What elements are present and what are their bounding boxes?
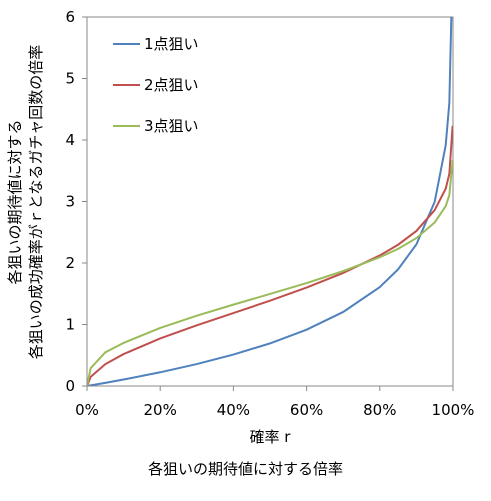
legend-item-2: 2点狙い <box>113 76 199 94</box>
x-tick-label: 20% <box>144 401 177 419</box>
figure-caption: 各狙いの期待値に対する倍率 <box>147 460 343 478</box>
y-tick-label: 5 <box>65 70 75 88</box>
plot-border <box>86 16 454 387</box>
legend-label: 3点狙い <box>144 117 199 135</box>
y-tick-label: 0 <box>65 377 75 395</box>
y-axis-title-line-2: 各狙いの成功確率がｒとなるガチャ回数の倍率 <box>27 45 45 359</box>
y-axis-title-line-1: 各狙いの期待値に対する <box>6 119 24 284</box>
y-tick-label: 4 <box>65 131 75 149</box>
series-line-1 <box>87 17 453 386</box>
y-axis-title: 各狙いの期待値に対する 各狙いの成功確率がｒとなるガチャ回数の倍率 <box>6 45 45 359</box>
x-tick-label: 80% <box>363 401 396 419</box>
x-axis-title: 確率 r <box>250 428 292 446</box>
x-tick-label: 0% <box>75 401 99 419</box>
legend-label: 2点狙い <box>144 76 199 94</box>
plot-area <box>86 16 454 387</box>
y-tick-label: 6 <box>65 8 75 26</box>
x-tick-label: 100% <box>432 401 475 419</box>
legend: 1点狙い 2点狙い 3点狙い <box>113 35 199 135</box>
y-tick-label: 3 <box>65 193 75 211</box>
y-tick-label: 1 <box>65 316 75 334</box>
legend-item-1: 1点狙い <box>113 35 199 53</box>
x-tick-label: 60% <box>290 401 323 419</box>
y-tick-label: 2 <box>65 254 75 272</box>
series-line-2 <box>87 125 453 386</box>
legend-label: 1点狙い <box>144 35 199 53</box>
series-line-3 <box>87 159 453 386</box>
legend-item-3: 3点狙い <box>113 117 199 135</box>
x-tick-label: 40% <box>217 401 250 419</box>
